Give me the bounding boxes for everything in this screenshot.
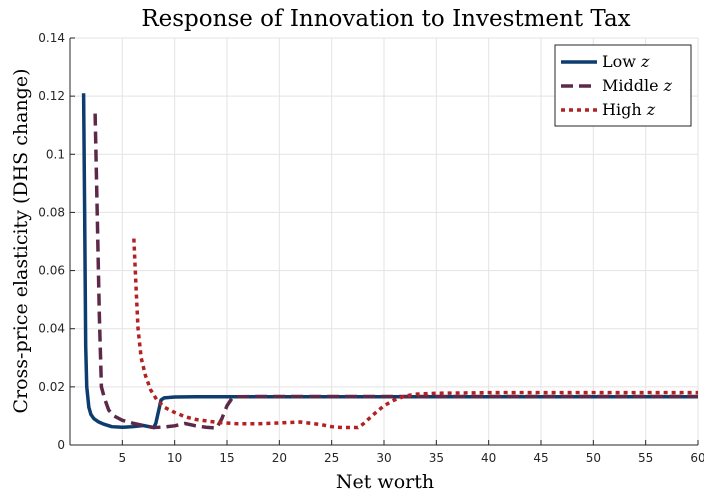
x-tick-label: 60	[690, 451, 704, 465]
y-tick-label: 0.14	[38, 31, 65, 45]
y-tick-label: 0.04	[38, 322, 65, 336]
x-tick-label: 45	[533, 451, 548, 465]
legend-label: Low z	[602, 52, 650, 71]
x-tick-label: 55	[638, 451, 653, 465]
x-tick-label: 40	[481, 451, 496, 465]
y-axis-label: Cross-price elasticity (DHS change)	[10, 69, 32, 414]
y-tick-label: 0.08	[38, 205, 65, 219]
legend-label: Middle z	[602, 76, 673, 95]
series-line-3	[132, 238, 698, 430]
tick-labels: 5 10 15 20 25 30 35 40 45 50 55 60 0 0.02 0.04 0.06 0.08…	[38, 31, 704, 465]
chart-title: Response of Innovation to Investment Tax	[141, 6, 630, 32]
y-tick-label: 0.02	[38, 380, 65, 394]
y-tick-label: 0.12	[38, 89, 65, 103]
x-tick-label: 10	[167, 451, 182, 465]
legend: Low z Middle z High z	[554, 44, 692, 127]
axes-layer	[69, 37, 699, 446]
y-tick-label: 0	[57, 438, 65, 452]
x-tick-label: 20	[272, 451, 287, 465]
legend-box	[554, 44, 692, 127]
y-tick-label: 0.06	[38, 264, 65, 278]
x-axis-label: Net worth	[336, 471, 434, 493]
legend-label: High z	[602, 100, 656, 119]
y-tick-label: 0.1	[46, 147, 65, 161]
x-tick-label: 35	[429, 451, 444, 465]
x-tick-label: 25	[324, 451, 339, 465]
x-tick-label: 50	[586, 451, 601, 465]
x-tick-label: 5	[119, 451, 127, 465]
x-tick-label: 15	[219, 451, 234, 465]
series-line-2	[93, 113, 698, 430]
series-layer	[81, 93, 698, 430]
x-tick-label: 30	[376, 451, 391, 465]
